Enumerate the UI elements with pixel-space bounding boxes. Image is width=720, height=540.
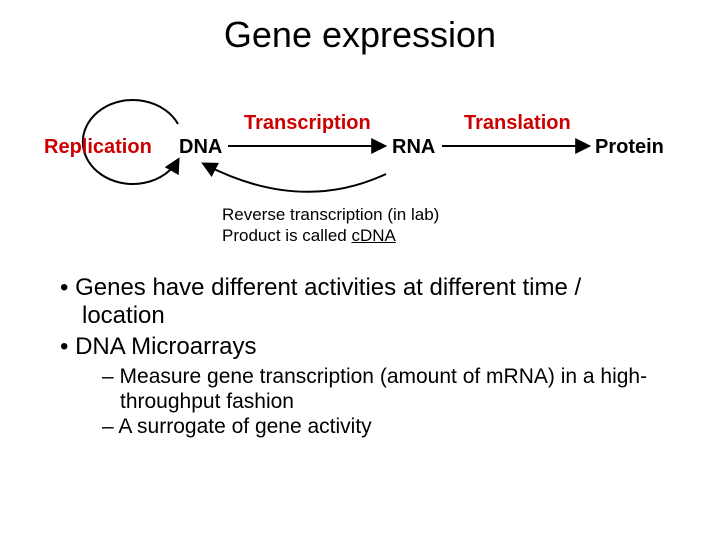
label-protein: Protein — [595, 136, 664, 159]
bullet-microarrays: DNA Microarrays — [60, 333, 670, 361]
label-rna: RNA — [392, 136, 435, 159]
reverse-transcription-arrow — [204, 164, 386, 192]
caption-line-1: Reverse transcription (in lab) — [222, 204, 439, 225]
label-translation: Translation — [464, 112, 571, 135]
page-title: Gene expression — [0, 0, 720, 56]
reverse-transcription-caption: Reverse transcription (in lab) Product i… — [222, 204, 439, 247]
subbullet-measure: Measure gene transcription (amount of mR… — [102, 365, 670, 415]
label-transcription: Transcription — [244, 112, 371, 135]
label-replication: Replication — [44, 136, 152, 159]
subbullet-surrogate: A surrogate of gene activity — [102, 415, 670, 440]
cdna-term: cDNA — [351, 226, 395, 245]
bullet-genes-activities: Genes have different activities at diffe… — [60, 274, 670, 331]
caption-line-2: Product is called cDNA — [222, 225, 439, 246]
bullet-list: Genes have different activities at diffe… — [0, 234, 720, 440]
central-dogma-diagram: Replication DNA Transcription RNA Transl… — [0, 74, 720, 234]
label-dna: DNA — [179, 136, 222, 159]
